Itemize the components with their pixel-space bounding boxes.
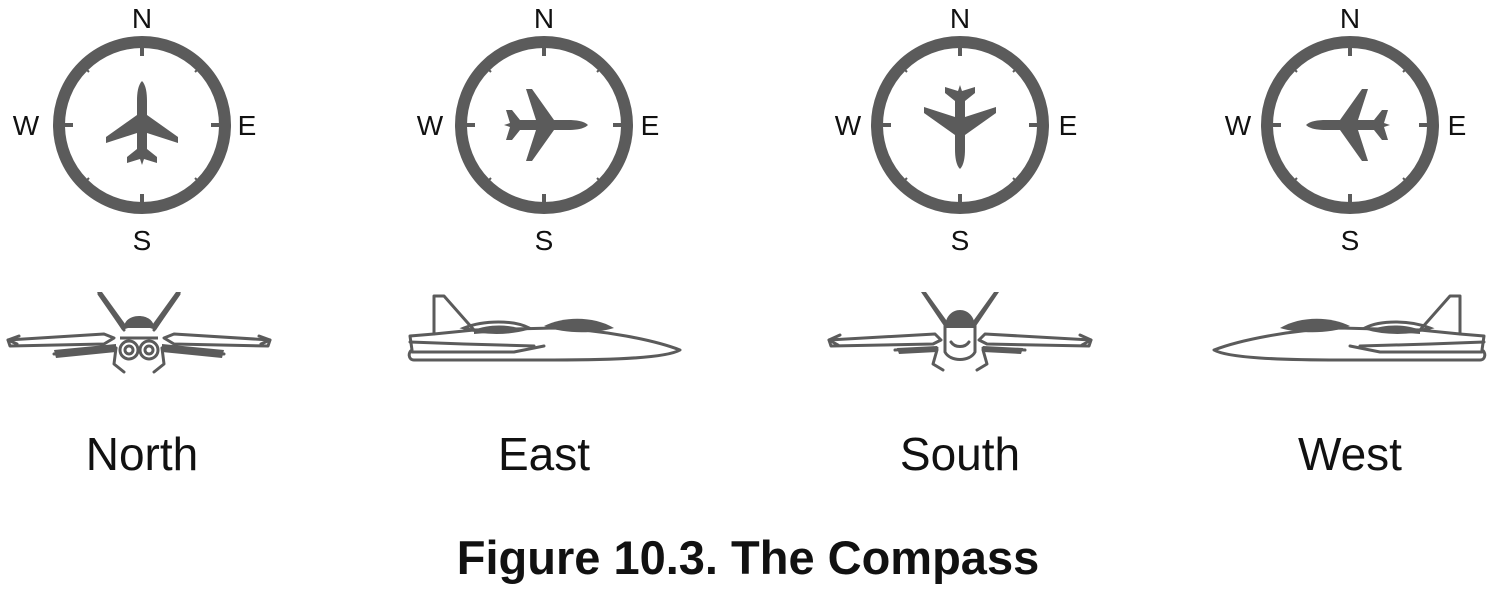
compass-letter-e: E (641, 110, 660, 141)
panel-west: N S W E West (1170, 0, 1496, 500)
airplane-front-view-icon (6, 292, 272, 374)
heading-label: East (497, 428, 591, 480)
airplane-top-icon (1306, 89, 1390, 161)
airplane-side-view-icon (407, 294, 682, 362)
compass-letter-n: N (534, 3, 554, 34)
heading-label: South (899, 428, 1021, 480)
compass-ring (455, 36, 633, 214)
compass-letter-n: N (132, 3, 152, 34)
compass-letter-w: W (417, 110, 444, 141)
heading-label: West (1298, 428, 1402, 480)
airplane-top-icon (504, 89, 588, 161)
compass-ring (1261, 36, 1439, 214)
compass-letter-e: E (1059, 110, 1078, 141)
panel-east: N S W E East (364, 0, 724, 500)
airplane-side-view-icon (1212, 294, 1487, 362)
compass-west: N S W E (1225, 3, 1467, 256)
compass-east: N S W E (417, 3, 660, 256)
airplane-top-icon (106, 81, 178, 165)
compass-letter-s: S (951, 225, 970, 256)
compass-letter-e: E (238, 110, 257, 141)
compass-south: N S W E (835, 3, 1078, 256)
compass-ring (871, 36, 1049, 214)
compass-letter-s: S (133, 225, 152, 256)
compass-letter-s: S (535, 225, 554, 256)
compass-letter-w: W (1225, 110, 1252, 141)
panel-north: N S W E North (0, 0, 322, 500)
panel-south: N S W E South (780, 0, 1140, 500)
figure-caption: Figure 10.3. The Compass (456, 531, 1040, 584)
compass-ring (53, 36, 231, 214)
compass-letter-w: W (835, 110, 862, 141)
airplane-back-view-icon (827, 290, 1093, 372)
heading-label: North (85, 428, 199, 480)
compass-letter-n: N (1340, 3, 1360, 34)
compass-letter-s: S (1341, 225, 1360, 256)
airplane-top-icon (924, 85, 996, 169)
compass-north: N S W E (13, 3, 257, 256)
compass-letter-n: N (950, 3, 970, 34)
compass-letter-e: E (1448, 110, 1467, 141)
compass-letter-w: W (13, 110, 40, 141)
